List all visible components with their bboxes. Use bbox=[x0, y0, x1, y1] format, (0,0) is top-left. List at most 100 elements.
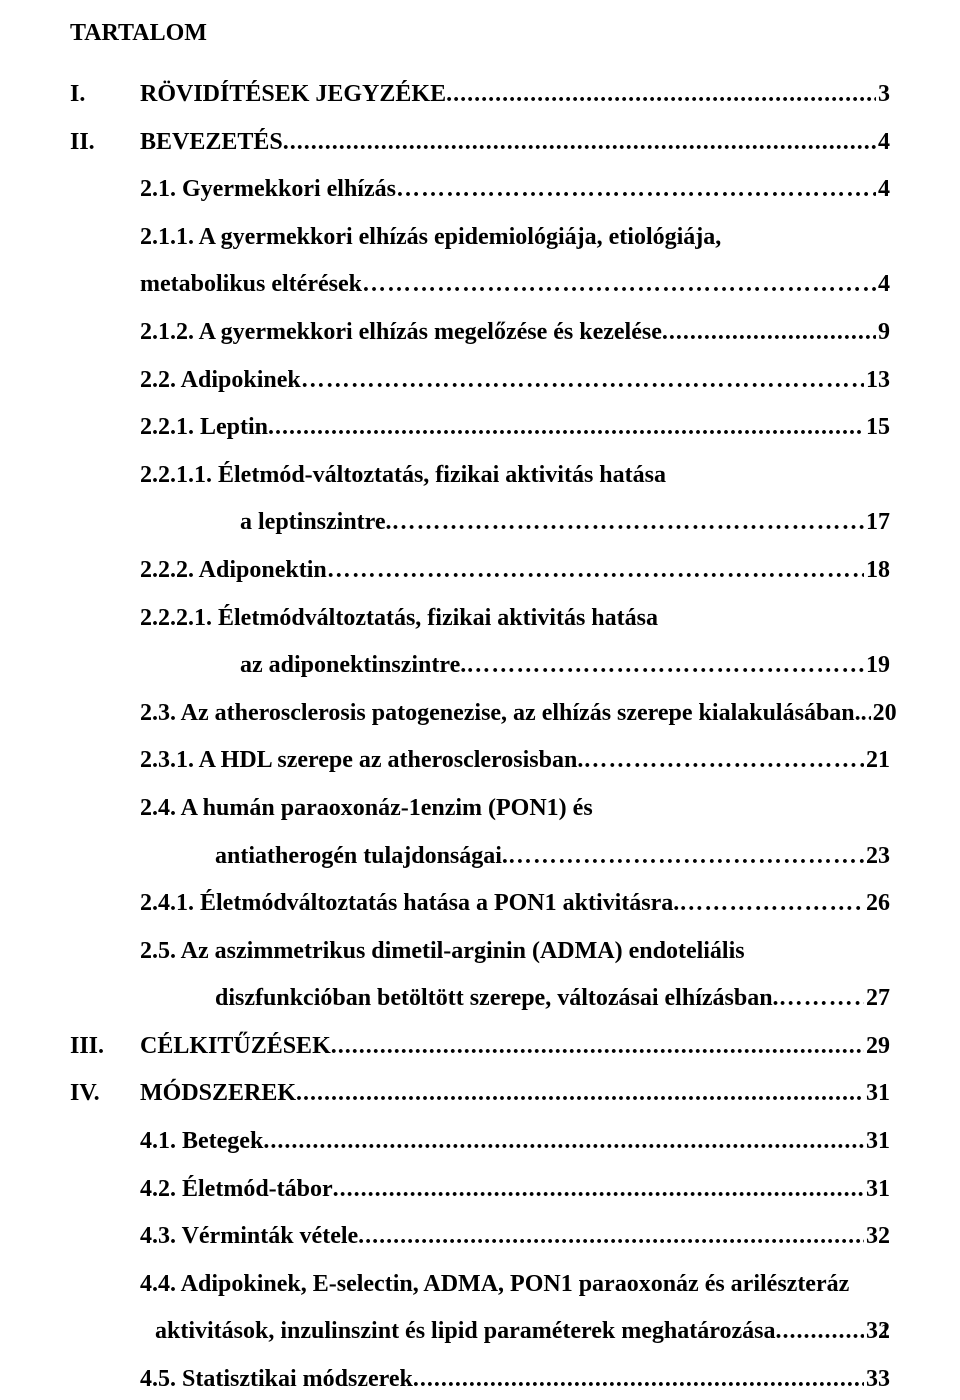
toc-label: 2.2.1. Leptin bbox=[140, 408, 268, 448]
toc-leader-dots bbox=[358, 1217, 864, 1257]
toc-entry: 2.1.1. A gyermekkori elhízás epidemiológ… bbox=[70, 218, 890, 258]
toc-label: 2.2.1.1. Életmód-változtatás, fizikai ak… bbox=[140, 456, 666, 496]
toc-label: 4.5. Statisztikai módszerek bbox=[140, 1360, 413, 1400]
toc-label: 2.4. A humán paraoxonáz-1enzim (PON1) és bbox=[140, 789, 593, 829]
toc-page: 4 bbox=[876, 123, 890, 163]
toc-roman: IV. bbox=[70, 1074, 140, 1114]
toc-page: 31 bbox=[864, 1074, 890, 1114]
toc-label: 2.1. Gyermekkori elhízás bbox=[140, 170, 396, 210]
toc-leader-dots bbox=[861, 694, 871, 734]
toc-body: I.RÖVIDÍTÉSEK JEGYZÉKE 3II.BEVEZETÉS 42.… bbox=[70, 75, 890, 1400]
toc-label: antiatherogén tulajdonságai. bbox=[215, 837, 508, 877]
toc-entry: 2.4.1. Életmódváltoztatás hatása a PON1 … bbox=[70, 884, 890, 924]
toc-entry: 4.5. Statisztikai módszerek 33 bbox=[70, 1360, 890, 1400]
toc-label: 2.1.1. A gyermekkori elhízás epidemiológ… bbox=[140, 218, 721, 258]
toc-page: 17 bbox=[864, 503, 890, 543]
toc-leader-dots bbox=[662, 313, 876, 353]
toc-page: 21 bbox=[864, 741, 890, 781]
toc-page: 18 bbox=[864, 551, 890, 591]
toc-page: 9 bbox=[876, 313, 890, 353]
toc-page: 31 bbox=[864, 1170, 890, 1210]
toc-entry: 2.3.1. A HDL szerepe az atherosclerosisb… bbox=[70, 741, 890, 781]
toc-page: 19 bbox=[864, 646, 890, 686]
toc-entry: 2.2.1. Leptin 15 bbox=[70, 408, 890, 448]
toc-label: aktivitások, inzulinszint és lipid param… bbox=[155, 1312, 775, 1352]
toc-leader-dots bbox=[263, 1122, 864, 1162]
toc-label: 4.3. Vérminták vétele bbox=[140, 1217, 358, 1257]
toc-label: 2.2. Adipokinek bbox=[140, 361, 301, 401]
toc-page: 13 bbox=[864, 361, 890, 401]
toc-container: TARTALOM I.RÖVIDÍTÉSEK JEGYZÉKE 3 II.BEVE… bbox=[70, 20, 890, 1400]
toc-page: 29 bbox=[864, 1027, 890, 1067]
toc-label: RÖVIDÍTÉSEK JEGYZÉKE bbox=[140, 75, 446, 115]
toc-entry: 2.5. Az aszimmetrikus dimetil-arginin (A… bbox=[70, 932, 890, 972]
page-number: 1 bbox=[880, 1320, 890, 1343]
toc-label: 2.4.1. Életmódváltoztatás hatása a PON1 … bbox=[140, 884, 679, 924]
toc-entry: a leptinszintre. 17 bbox=[70, 503, 890, 543]
toc-page: 20 bbox=[871, 694, 897, 734]
toc-leader-dots bbox=[333, 1170, 864, 1210]
toc-entry: antiatherogén tulajdonságai. 23 bbox=[70, 837, 890, 877]
toc-label: a leptinszintre. bbox=[240, 503, 392, 543]
toc-page: 26 bbox=[864, 884, 890, 924]
toc-leader-dots bbox=[327, 551, 864, 591]
toc-roman: II. bbox=[70, 123, 140, 163]
toc-label: az adiponektinszintre. bbox=[240, 646, 466, 686]
toc-entry: IV.MÓDSZEREK 31 bbox=[70, 1074, 890, 1114]
toc-entry: diszfunkcióban betöltött szerepe, változ… bbox=[70, 979, 890, 1019]
toc-leader-dots bbox=[362, 265, 876, 305]
toc-entry: 2.2.2. Adiponektin18 bbox=[70, 551, 890, 591]
toc-label: 4.4. Adipokinek, E-selectin, ADMA, PON1 … bbox=[140, 1265, 849, 1305]
toc-entry: 4.3. Vérminták vétele 32 bbox=[70, 1217, 890, 1257]
toc-entry: 2.2.1.1. Életmód-változtatás, fizikai ak… bbox=[70, 456, 890, 496]
toc-page: 23 bbox=[864, 837, 890, 877]
toc-entry: II.BEVEZETÉS 4 bbox=[70, 123, 890, 163]
toc-leader-dots bbox=[446, 75, 876, 115]
toc-entry: 2.3. Az atherosclerosis patogenezise, az… bbox=[70, 694, 890, 734]
toc-leader-dots bbox=[283, 123, 876, 163]
toc-title: TARTALOM bbox=[70, 20, 890, 47]
toc-label: 2.3.1. A HDL szerepe az atherosclerosisb… bbox=[140, 741, 583, 781]
toc-entry: 2.1.2. A gyermekkori elhízás megelőzése … bbox=[70, 313, 890, 353]
toc-leader-dots bbox=[301, 361, 864, 401]
toc-entry: aktivitások, inzulinszint és lipid param… bbox=[70, 1312, 890, 1352]
toc-entry: I.RÖVIDÍTÉSEK JEGYZÉKE 3 bbox=[70, 75, 890, 115]
toc-entry: 2.1. Gyermekkori elhízás 4 bbox=[70, 170, 890, 210]
toc-label: BEVEZETÉS bbox=[140, 123, 283, 163]
toc-page: 15 bbox=[864, 408, 890, 448]
toc-entry: 4.1. Betegek31 bbox=[70, 1122, 890, 1162]
toc-entry: 4.4. Adipokinek, E-selectin, ADMA, PON1 … bbox=[70, 1265, 890, 1305]
toc-page: 4 bbox=[876, 265, 890, 305]
toc-roman: III. bbox=[70, 1027, 140, 1067]
toc-leader-dots bbox=[779, 979, 864, 1019]
toc-leader-dots bbox=[508, 837, 864, 877]
toc-label: 2.1.2. A gyermekkori elhízás megelőzése … bbox=[140, 313, 662, 353]
toc-entry: 2.2.2.1. Életmódváltoztatás, fizikai akt… bbox=[70, 599, 890, 639]
toc-label: MÓDSZEREK bbox=[140, 1074, 296, 1114]
toc-page: 33 bbox=[864, 1360, 890, 1400]
toc-label: 2.5. Az aszimmetrikus dimetil-arginin (A… bbox=[140, 932, 745, 972]
toc-label: CÉLKITŰZÉSEK bbox=[140, 1027, 331, 1067]
toc-label: 2.2.2.1. Életmódváltoztatás, fizikai akt… bbox=[140, 599, 658, 639]
toc-page: 3 bbox=[876, 75, 890, 115]
toc-leader-dots bbox=[396, 170, 876, 210]
toc-label: metabolikus eltérések bbox=[140, 265, 362, 305]
toc-entry: 4.2. Életmód-tábor31 bbox=[70, 1170, 890, 1210]
toc-leader-dots bbox=[775, 1312, 864, 1352]
toc-page: 4 bbox=[876, 170, 890, 210]
toc-entry: az adiponektinszintre. 19 bbox=[70, 646, 890, 686]
toc-leader-dots bbox=[583, 741, 864, 781]
toc-entry: 2.4. A humán paraoxonáz-1enzim (PON1) és bbox=[70, 789, 890, 829]
toc-leader-dots bbox=[466, 646, 864, 686]
toc-page: 27 bbox=[864, 979, 890, 1019]
toc-leader-dots bbox=[268, 408, 864, 448]
toc-entry: 2.2. Adipokinek 13 bbox=[70, 361, 890, 401]
toc-leader-dots bbox=[296, 1074, 864, 1114]
toc-entry: III.CÉLKITŰZÉSEK 29 bbox=[70, 1027, 890, 1067]
toc-label: 4.1. Betegek bbox=[140, 1122, 263, 1162]
toc-leader-dots bbox=[413, 1360, 864, 1400]
toc-page: 32 bbox=[864, 1217, 890, 1257]
toc-label: 2.3. Az atherosclerosis patogenezise, az… bbox=[140, 694, 861, 734]
toc-label: diszfunkcióban betöltött szerepe, változ… bbox=[215, 979, 779, 1019]
toc-entry: metabolikus eltérések 4 bbox=[70, 265, 890, 305]
